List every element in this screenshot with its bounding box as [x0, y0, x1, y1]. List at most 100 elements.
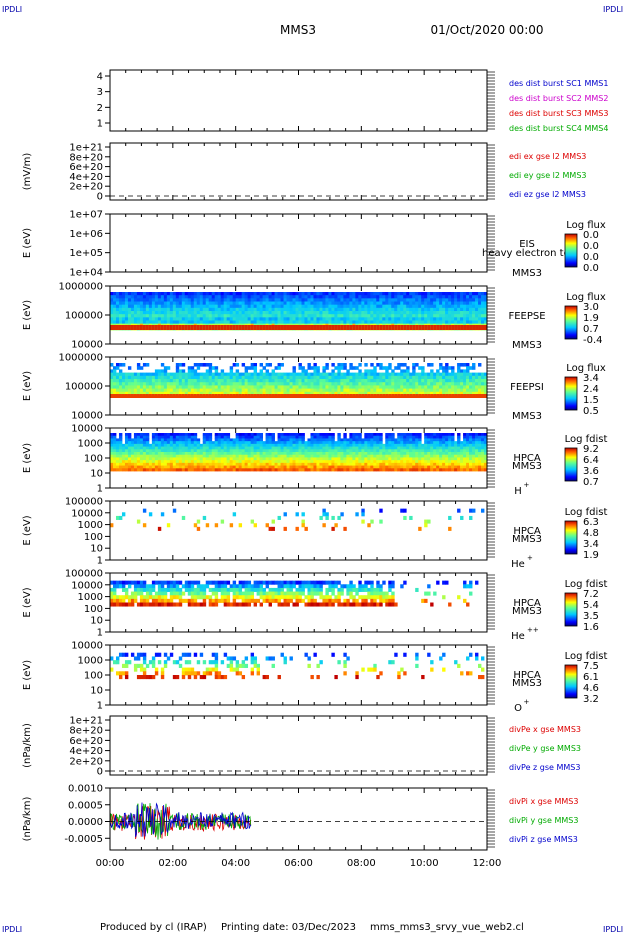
spectrogram-cell [244, 314, 249, 318]
spectrogram-cell [388, 301, 392, 306]
spectrogram-cell [154, 446, 159, 450]
spectrogram-cell [313, 394, 317, 398]
spectrogram-cell [181, 391, 186, 396]
spectrogram-cell [442, 375, 446, 380]
spectrogram-cell [121, 375, 126, 380]
ytick-label: 1 [97, 119, 103, 130]
spectrogram-cell [229, 292, 234, 296]
spectrogram-cell [478, 320, 482, 325]
spectrogram-cell [334, 375, 338, 380]
spectrogram-cell [370, 292, 374, 296]
spectrogram-cell [268, 462, 272, 466]
spectrogram-cell [415, 363, 419, 367]
spectrogram-cell [139, 320, 144, 325]
spectrogram-cell [325, 292, 329, 296]
spectrogram-cell [397, 366, 401, 370]
spectrogram-cell [145, 454, 150, 458]
spectrogram-cell [223, 295, 228, 299]
spectrogram-cell [289, 441, 293, 445]
spectrogram-cell [358, 394, 362, 398]
spectrogram-cell [175, 433, 180, 437]
spectrogram-cell [352, 385, 356, 389]
spectrogram-cell [262, 314, 266, 318]
spectrogram-cell [448, 460, 452, 464]
spectrogram-cell [457, 363, 461, 367]
spectrogram-cell [115, 307, 120, 312]
spectrogram-cell [220, 304, 225, 309]
spectrogram-cell [193, 317, 198, 321]
spectrogram-cell [193, 304, 198, 309]
spectrogram-cell [337, 325, 341, 330]
spectrogram-cell [205, 320, 210, 325]
spectrogram-cell [172, 391, 177, 396]
spectrogram-cell [430, 388, 434, 393]
spectrogram-cell [454, 388, 458, 393]
spectrogram-cell [157, 462, 162, 466]
spectrogram-cell [250, 435, 255, 439]
spectrogram-cell [310, 433, 314, 437]
spectrogram-cell [199, 454, 204, 458]
spectrogram-cell [352, 454, 356, 458]
spectrogram-cell [382, 385, 386, 389]
spectrogram-cell [364, 382, 368, 386]
spectrogram-cell [358, 435, 362, 439]
spectrogram-cell [277, 460, 281, 464]
spectrogram-cell [217, 314, 222, 318]
spectrogram-cell [256, 298, 261, 302]
spectrogram-cell [427, 438, 431, 442]
spectrogram-cell [337, 314, 341, 318]
spectrogram-cell [289, 460, 293, 464]
spectrogram-cell [295, 460, 299, 464]
spectrogram-cell [466, 311, 470, 315]
spectrogram-cell [382, 394, 386, 398]
spectrogram-cell [184, 298, 189, 302]
spectrogram-cell [307, 441, 311, 445]
spectrogram-cell [259, 369, 263, 373]
spectrogram-cell [118, 468, 123, 472]
spectrogram-cell [352, 394, 356, 398]
spectrogram-cell [421, 292, 425, 296]
spectrogram-cell [268, 325, 272, 330]
spectrogram-cell [316, 325, 320, 330]
spectrogram-cell [283, 446, 287, 450]
spectrogram-cell [298, 314, 302, 318]
spectrogram-cell [331, 457, 335, 461]
spectrogram-cell [127, 457, 132, 461]
spectrogram-cell [280, 457, 284, 461]
spectrogram-cell [226, 449, 231, 453]
spectrogram-cell [214, 435, 219, 439]
spectrogram-cell [145, 462, 150, 466]
spectrogram-cell [166, 382, 171, 386]
spectrogram-cell [319, 465, 323, 469]
spectrogram-cell [319, 454, 323, 458]
spectrogram-cell [115, 394, 120, 398]
spectrogram-cell [466, 454, 470, 458]
spectrogram-cell [349, 435, 353, 439]
spectrogram-cell [337, 301, 341, 306]
spectrogram-cell [298, 375, 302, 380]
spectrogram-cell [217, 443, 222, 447]
spectrogram-cell [478, 443, 482, 447]
spectrogram-cell [325, 438, 329, 442]
spectrogram-cell [214, 295, 219, 299]
spectrogram-cell [355, 366, 359, 370]
spectrogram-cell [463, 443, 467, 447]
spectrogram-cell [190, 314, 195, 318]
instrument-label: FEEPSE [508, 311, 545, 322]
spectrogram-cell [310, 468, 314, 472]
spectrogram-cell [295, 452, 299, 456]
spectrogram-cell [451, 446, 455, 450]
spectrogram-cell [124, 382, 129, 386]
spectrogram-cell [385, 379, 389, 383]
spectrogram-cell [349, 307, 353, 312]
spectrogram-cell [328, 465, 332, 469]
spectrogram-cell [463, 320, 467, 325]
spectrogram-cell [262, 379, 266, 383]
spectrogram-cell [343, 304, 347, 309]
spectrogram-cell [259, 314, 263, 318]
spectrogram-cell [466, 388, 470, 393]
spectrogram-cell [187, 382, 192, 386]
spectrogram-cell [388, 457, 392, 461]
spectrogram-cell [475, 394, 479, 398]
